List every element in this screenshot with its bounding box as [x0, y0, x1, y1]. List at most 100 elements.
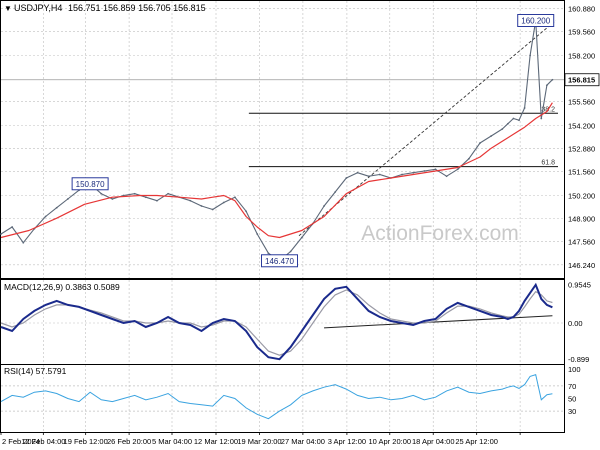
- price-point: [423, 170, 426, 172]
- price-tick-label: 150.200: [568, 192, 595, 201]
- time-tick-label: 19 Mar 20:00: [237, 437, 281, 446]
- price-callout-label: 160.200: [521, 17, 550, 26]
- price-point: [200, 205, 203, 207]
- symbol-label: USDJPY,H4: [14, 3, 62, 13]
- price-point: [100, 192, 103, 195]
- price-point: [412, 171, 415, 174]
- rsi-title: RSI(14) 57.5791: [4, 366, 67, 376]
- moving-average-line: [0, 102, 553, 239]
- price-point: [540, 117, 543, 120]
- price-tick-label: 146.240: [568, 261, 595, 270]
- price-point: [445, 175, 448, 178]
- price-point: [467, 157, 470, 160]
- time-tick-label: 12 Feb 04:00: [21, 437, 65, 446]
- price-point: [529, 54, 532, 57]
- macd-panel: 0.9545 0.00 -0.899 MACD(12,26,9) 0.3863 0.…: [0, 279, 591, 365]
- rsi-tick-label: 50: [568, 395, 576, 404]
- price-point: [289, 250, 292, 253]
- rsi-tick-label: 30: [568, 407, 576, 416]
- price-tick-label: 148.900: [568, 214, 595, 223]
- rsi-panel-frame: [0, 364, 565, 433]
- rsi-line: [0, 373, 553, 420]
- price-point: [245, 210, 247, 213]
- price-callout-label: 146.470: [265, 257, 294, 266]
- macd-title: MACD(12,26,9) 0.3863 0.5089: [4, 282, 120, 292]
- time-tick-label: 26 Feb 20:00: [107, 437, 151, 446]
- price-tick-label: 152.880: [568, 145, 595, 154]
- price-point: [512, 117, 515, 120]
- price-point: [401, 173, 403, 176]
- price-point: [144, 196, 147, 199]
- price-point: [189, 199, 192, 202]
- macd-tick-label: 0.9545: [568, 281, 591, 290]
- price-point: [11, 226, 14, 228]
- price-point: [367, 175, 370, 178]
- fib-level-label: 61.8: [541, 160, 555, 167]
- rsi-tick-label: 70: [568, 382, 576, 391]
- price-callout-box: [261, 254, 298, 268]
- price-point: [234, 196, 236, 199]
- price-tick-label: 155.560: [568, 98, 595, 107]
- price-point: [167, 192, 170, 195]
- price-tick-label: 159.560: [568, 28, 595, 37]
- time-tick-label: 12 Mar 12:00: [194, 437, 238, 446]
- price-point: [0, 233, 2, 235]
- price-tick-label: 160.880: [568, 5, 595, 14]
- price-point: [506, 122, 509, 125]
- price-point: [267, 252, 270, 255]
- macd-trendline: [324, 315, 553, 329]
- price-point: [55, 206, 58, 209]
- price-point: [22, 241, 25, 244]
- price-point: [356, 171, 359, 174]
- time-tick-label: 5 Mar 04:00: [152, 437, 192, 446]
- price-callout-label: 150.870: [76, 180, 105, 189]
- price-point: [545, 84, 548, 87]
- price-point: [551, 78, 554, 81]
- rsi-panel: 100 70 50 30 RSI(14) 57.5791: [0, 364, 581, 433]
- time-tick-label: 27 Mar 04:00: [281, 437, 325, 446]
- time-tick-label: 18 Apr 04:00: [412, 437, 455, 446]
- chart-header: ▼ USDJPY,H4 156.751 156.859 156.705 156.…: [4, 3, 206, 13]
- price-panel-frame: [0, 0, 565, 279]
- price-point: [66, 198, 69, 200]
- trendline-dashed: [298, 20, 557, 237]
- last-price-label: 156.815: [568, 76, 595, 85]
- macd-tick-label: -0.899: [568, 355, 589, 364]
- price-point: [133, 192, 136, 195]
- price-point: [378, 173, 381, 176]
- macd-tick-label: 0.00: [568, 319, 583, 328]
- macd-signal-line: [0, 289, 553, 356]
- price-point: [523, 107, 526, 109]
- price-point: [518, 119, 520, 122]
- price-point: [256, 233, 259, 235]
- price-point: [434, 168, 437, 171]
- price-tick-label: 154.200: [568, 122, 595, 131]
- time-tick-label: 2 Feb 2024: [2, 437, 40, 446]
- price-point: [334, 191, 337, 193]
- time-tick-label: 10 Apr 20:00: [369, 437, 412, 446]
- dropdown-triangle-icon[interactable]: ▼: [4, 4, 12, 13]
- price-point: [501, 128, 504, 130]
- price-point: [156, 199, 158, 202]
- price-tick-label: 151.560: [568, 168, 595, 177]
- price-point: [490, 135, 493, 137]
- price-tick-label: 158.200: [568, 52, 595, 61]
- time-tick-label: 3 Apr 12:00: [328, 437, 366, 446]
- rsi-tick-label: 100: [568, 365, 581, 374]
- price-point: [345, 177, 348, 179]
- price-tick-label: 147.560: [568, 238, 595, 247]
- price-point: [211, 208, 214, 211]
- price-point: [456, 168, 459, 171]
- price-point: [222, 201, 225, 204]
- macd-main-line: [0, 282, 553, 361]
- watermark: ActionForex.com: [361, 222, 519, 245]
- price-callout-box: [517, 14, 555, 27]
- price-point: [300, 236, 303, 239]
- ohlc-values: 156.751 156.859 156.705 156.815: [68, 3, 206, 13]
- price-point: [44, 215, 47, 218]
- price-point: [323, 205, 325, 207]
- time-tick-label: 25 Apr 12:00: [455, 437, 498, 446]
